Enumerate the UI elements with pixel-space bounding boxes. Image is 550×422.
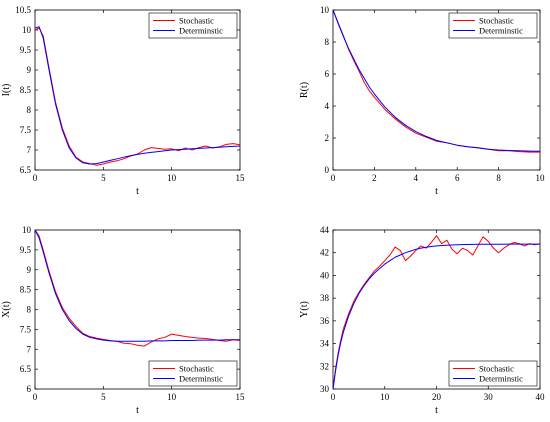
x-tick-label: 2 bbox=[372, 173, 377, 183]
x-tick-label: 10 bbox=[380, 392, 390, 402]
legend-entry: Determinstic bbox=[479, 374, 523, 384]
x-axis-label: t bbox=[435, 186, 438, 197]
y-tick-label: 0 bbox=[325, 165, 330, 175]
legend-entry: Stochastic bbox=[479, 364, 514, 374]
y-axis-label: X(t) bbox=[1, 301, 12, 318]
y-tick-label: 30 bbox=[320, 384, 330, 394]
y-axis-label: R(t) bbox=[299, 82, 310, 98]
series-line-deterministic bbox=[332, 243, 540, 390]
x-tick-label: 0 bbox=[331, 392, 336, 402]
legend-box bbox=[448, 360, 538, 387]
x-tick-label: 15 bbox=[236, 173, 246, 183]
panel-4: 0 10 20 30 40 30 32 34 36 38 40 42 44 t Y(t) Stochastic… bbox=[299, 225, 545, 416]
y-tick-label: 42 bbox=[320, 248, 329, 258]
legend-entry: Stochastic bbox=[179, 16, 214, 26]
x-tick-label: 0 bbox=[33, 392, 38, 402]
legend-box bbox=[148, 360, 238, 387]
y-tick-label: 8.5 bbox=[20, 85, 32, 95]
legend-entry: Stochastic bbox=[179, 364, 214, 374]
x-tick-label: 5 bbox=[101, 392, 106, 402]
y-tick-label: 8.5 bbox=[20, 285, 32, 295]
panel-2: 0 2 4 6 8 10 0 2 4 6 8 10 t R(t) StochasticDeterminsti… bbox=[299, 5, 545, 197]
x-tick-label: 20 bbox=[432, 392, 442, 402]
x-tick-label: 10 bbox=[167, 392, 177, 402]
y-tick-label: 10.5 bbox=[15, 5, 31, 15]
y-tick-label: 34 bbox=[320, 339, 330, 349]
x-tick-label: 10 bbox=[167, 173, 177, 183]
x-tick-label: 5 bbox=[101, 173, 106, 183]
y-tick-label: 32 bbox=[320, 361, 329, 371]
y-tick-label: 36 bbox=[320, 316, 330, 326]
y-tick-label: 8 bbox=[325, 37, 330, 47]
series-line-deterministic bbox=[332, 9, 541, 152]
y-tick-label: 9.5 bbox=[20, 45, 32, 55]
x-tick-label: 40 bbox=[536, 392, 546, 402]
y-tick-label: 7 bbox=[27, 344, 32, 354]
y-tick-label: 6 bbox=[325, 69, 330, 79]
series-line-stochastic bbox=[34, 229, 241, 347]
x-tick-label: 0 bbox=[33, 173, 38, 183]
y-axis-label: I(t) bbox=[1, 84, 12, 97]
y-tick-label: 6.5 bbox=[20, 165, 32, 175]
x-tick-label: 15 bbox=[236, 392, 246, 402]
y-tick-label: 10 bbox=[22, 225, 32, 235]
x-tick-label: 4 bbox=[414, 173, 419, 183]
legend-entry: Determinstic bbox=[479, 26, 523, 36]
y-tick-label: 6.5 bbox=[20, 364, 32, 374]
y-tick-label: 38 bbox=[320, 293, 330, 303]
y-tick-label: 10 bbox=[320, 5, 330, 15]
x-tick-label: 10 bbox=[536, 173, 546, 183]
series-line-deterministic bbox=[34, 26, 241, 165]
y-tick-label: 7.5 bbox=[20, 324, 32, 334]
x-axis-label: t bbox=[435, 405, 438, 416]
legend-box bbox=[448, 12, 538, 39]
series-line-stochastic bbox=[332, 9, 540, 153]
legend-entry: Determinstic bbox=[179, 26, 223, 36]
x-tick-label: 0 bbox=[331, 173, 336, 183]
y-tick-label: 40 bbox=[320, 270, 330, 280]
y-tick-label: 7 bbox=[27, 145, 32, 155]
y-tick-label: 8 bbox=[27, 305, 32, 315]
y-tick-label: 2 bbox=[325, 133, 330, 143]
y-axis-label: Y(t) bbox=[299, 301, 310, 318]
series-line-deterministic bbox=[34, 229, 240, 342]
y-tick-label: 9.5 bbox=[20, 245, 32, 255]
x-tick-label: 8 bbox=[496, 173, 501, 183]
y-tick-label: 6 bbox=[27, 384, 32, 394]
x-tick-label: 6 bbox=[455, 173, 460, 183]
legend-box bbox=[148, 12, 238, 39]
y-tick-label: 8 bbox=[27, 105, 32, 115]
x-tick-label: 30 bbox=[484, 392, 494, 402]
y-tick-label: 4 bbox=[325, 101, 330, 111]
y-tick-label: 10 bbox=[22, 25, 32, 35]
legend-entry: Stochastic bbox=[479, 16, 514, 26]
series-line-stochastic bbox=[332, 235, 541, 390]
panel-1: 0 5 10 15 6.5 7 7.5 8 8.5 9 9.5 10 10.5 t I(t) Stochast… bbox=[1, 5, 245, 197]
y-tick-label: 7.5 bbox=[20, 125, 32, 135]
y-tick-label: 9 bbox=[27, 265, 32, 275]
x-axis-label: t bbox=[136, 405, 139, 416]
y-tick-label: 44 bbox=[320, 225, 330, 235]
y-tick-label: 9 bbox=[27, 65, 32, 75]
x-axis-label: t bbox=[136, 186, 139, 197]
panel-3: 0 5 10 15 6 6.5 7 7.5 8 8.5 9 9.5 10 t X(t) StochasticD… bbox=[1, 225, 245, 416]
legend-entry: Determinstic bbox=[179, 374, 223, 384]
